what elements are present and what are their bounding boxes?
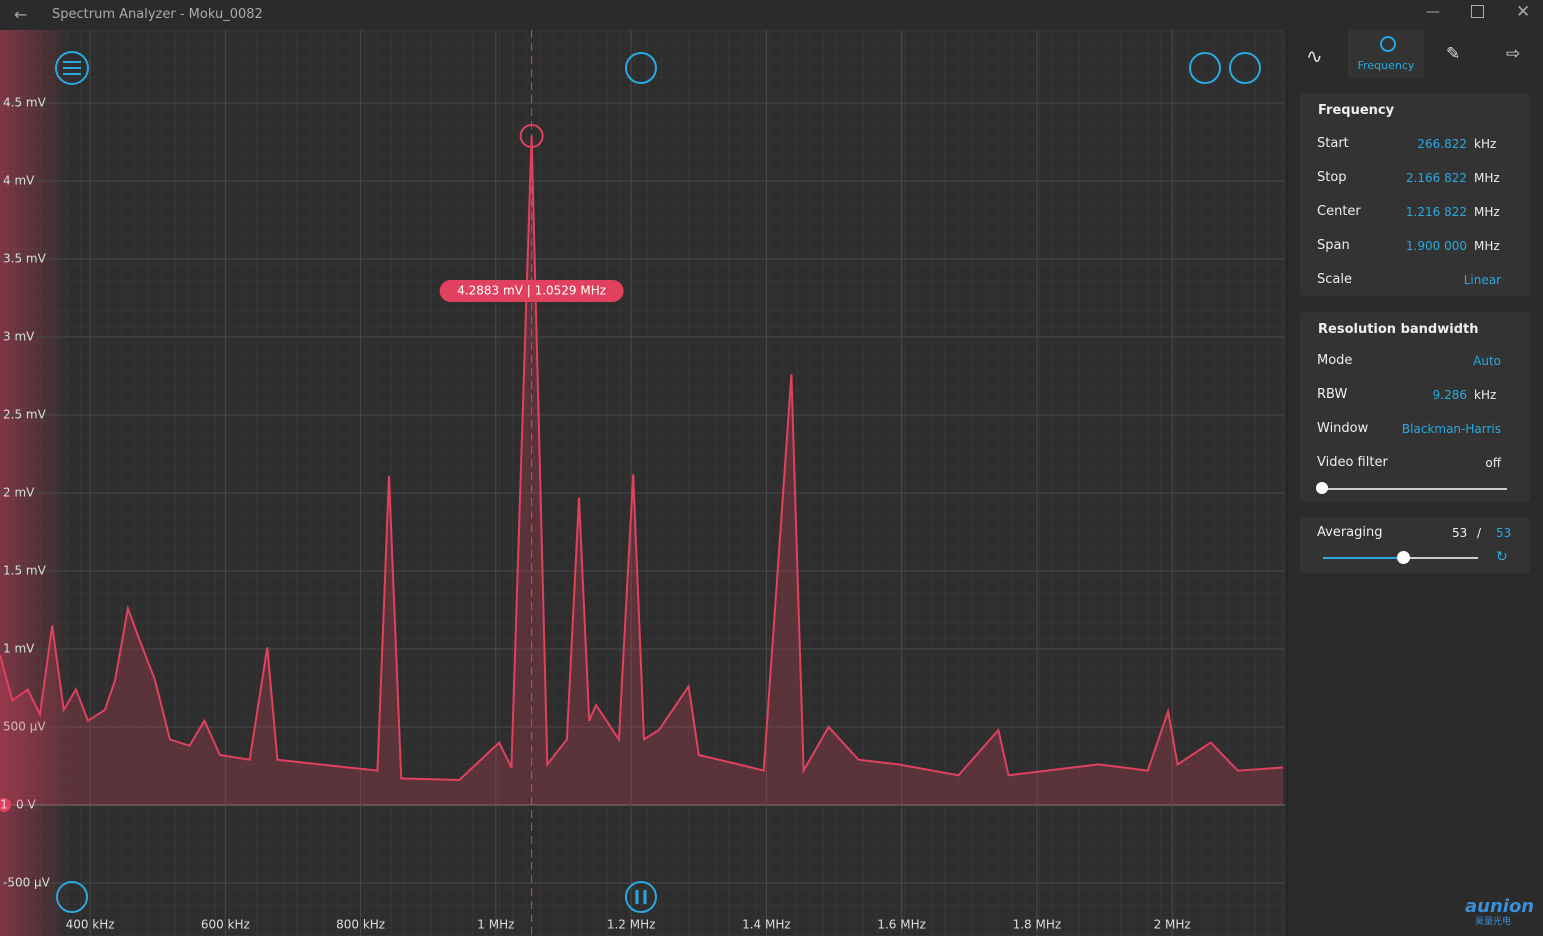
- row-value[interactable]: 1.216 822: [1405, 205, 1467, 219]
- row-label: Center: [1317, 204, 1361, 219]
- tab-exit[interactable]: ⇨: [1506, 44, 1521, 64]
- row-value[interactable]: 2.166 822: [1405, 171, 1467, 185]
- row-value[interactable]: off: [1485, 456, 1501, 470]
- row-unit: MHz: [1474, 239, 1500, 253]
- y-tick-label: 2 mV: [3, 485, 35, 499]
- row-label: Mode: [1317, 353, 1353, 368]
- marker-label: 4.2883 mV | 1.0529 MHz: [457, 284, 606, 298]
- x-tick-label: 1.2 MHz: [607, 918, 656, 932]
- watermark-sub: 昊量光电: [1475, 917, 1512, 927]
- x-tick-label: 1.6 MHz: [877, 918, 926, 932]
- maximize[interactable]: [1471, 5, 1484, 18]
- upload-button[interactable]: [625, 52, 657, 84]
- y-tick-label: 2.5 mV: [3, 407, 47, 421]
- x-tick-label: 800 kHz: [336, 918, 385, 932]
- averaging-label: Averaging: [1317, 525, 1383, 540]
- x-tick-label: 600 kHz: [201, 918, 250, 932]
- rbw-card: Resolution bandwidth Mode Auto RBW 9.286 kHz…: [1300, 312, 1530, 502]
- zoom-button[interactable]: [1189, 52, 1221, 84]
- y-tick-label: 1 mV: [3, 641, 35, 655]
- y-tick-label: 4 mV: [3, 173, 35, 187]
- row-value[interactable]: 1.900 000: [1405, 239, 1467, 253]
- pause-button[interactable]: [625, 881, 657, 913]
- tab-signal[interactable]: ∿: [1306, 44, 1323, 68]
- row-value[interactable]: 266.822: [1417, 137, 1467, 151]
- grid-button[interactable]: [56, 881, 88, 913]
- menu-button[interactable]: [55, 51, 89, 85]
- y-tick-label: 3 mV: [3, 329, 35, 343]
- averaging-card: Averaging 53 / 53 ↻: [1300, 517, 1530, 573]
- pause-icon: [635, 890, 647, 904]
- averaging-total: 53: [1496, 526, 1512, 540]
- averaging-sep: /: [1477, 526, 1482, 540]
- y-tick-label: 4.5 mV: [3, 95, 47, 109]
- row-unit: kHz: [1474, 137, 1497, 151]
- y-tick-label: 1.5 mV: [3, 563, 47, 577]
- row-unit: MHz: [1474, 205, 1500, 219]
- plot: -500 µV 0 V 500 µV 1 mV 1.5 mV 2 mV 2.5 mV 3 mV…: [0, 30, 1285, 936]
- marker-point: [519, 124, 544, 149]
- tab-label: Frequency: [1357, 59, 1415, 72]
- row-label: Scale: [1317, 272, 1352, 287]
- title-bar: ← Spectrum Analyzer - Moku_0082 — ✕: [0, 0, 1543, 30]
- y-tick-label: 500 µV: [3, 719, 46, 733]
- y-tick-label: 3.5 mV: [3, 251, 47, 265]
- video-slider[interactable]: [1323, 488, 1507, 490]
- x-tick-label: 1 MHz: [477, 918, 514, 932]
- row-value[interactable]: Linear: [1463, 273, 1501, 287]
- row-label: Span: [1317, 238, 1350, 253]
- row-unit: kHz: [1474, 388, 1497, 402]
- settings-button[interactable]: [1229, 52, 1261, 84]
- tab-icon: [1380, 36, 1396, 52]
- marker-badge: [439, 280, 624, 302]
- frequency-card: Frequency Start 266.822 kHz Stop 2.166 822 MHz…: [1300, 93, 1530, 296]
- window-title: Spectrum Analyzer - Moku_0082: [52, 7, 263, 22]
- watermark-brand: aunion: [1465, 896, 1535, 917]
- row-value[interactable]: 9.286: [1432, 388, 1467, 402]
- x-tick-label: 1.8 MHz: [1013, 918, 1062, 932]
- tab-frequency[interactable]: Frequency: [1348, 30, 1424, 78]
- x-tick-label: 400 kHz: [66, 918, 115, 932]
- tab-cursor[interactable]: ✎: [1446, 44, 1461, 64]
- x-tick-label: 1.4 MHz: [742, 918, 791, 932]
- y-tick-label: 0 V: [16, 797, 36, 811]
- reset-button[interactable]: ↻: [1496, 549, 1508, 565]
- menu-icon: [63, 61, 81, 75]
- row-label: Start: [1317, 136, 1349, 151]
- row-label: Video filter: [1317, 455, 1388, 470]
- averaging-fill: [1323, 557, 1403, 559]
- slider-thumb[interactable]: [1397, 551, 1410, 564]
- card-title: Frequency: [1318, 103, 1395, 118]
- minimize[interactable]: —: [1426, 4, 1440, 20]
- trace: [0, 135, 1284, 782]
- row-label: RBW: [1317, 387, 1348, 402]
- y-tick-label: -500 µV: [3, 875, 51, 889]
- row-value[interactable]: Blackman-Harris: [1401, 422, 1501, 436]
- card-title: Resolution bandwidth: [1318, 322, 1479, 337]
- slider-thumb[interactable]: [1316, 482, 1328, 494]
- averaging-current: 53: [1452, 526, 1468, 540]
- close[interactable]: ✕: [1516, 2, 1531, 22]
- trace-area: [0, 136, 1284, 805]
- back-button[interactable]: ←: [14, 5, 28, 24]
- row-unit: MHz: [1474, 171, 1500, 185]
- channel-label: 1: [0, 797, 8, 811]
- channel-badge: [0, 797, 11, 812]
- x-tick-label: 2 MHz: [1154, 918, 1191, 932]
- row-value[interactable]: Auto: [1473, 354, 1501, 368]
- row-label: Window: [1317, 421, 1369, 436]
- row-label: Stop: [1317, 170, 1347, 185]
